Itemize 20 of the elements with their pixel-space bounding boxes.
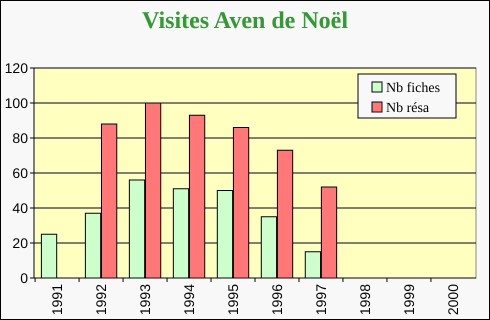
x-tick-label: 1994 [180,284,197,316]
x-tick-label: 1999 [400,284,417,316]
x-tick-label: 1993 [136,284,153,316]
y-tick-label: 100 [4,94,28,111]
y-tick-label: 80 [12,130,28,146]
x-tick-label: 1995 [224,284,241,316]
legend-label: Nb fiches [386,80,440,96]
y-tick-label: 20 [12,234,28,251]
x-tick-label: 2000 [444,284,461,316]
x-tick-label: 1996 [268,284,285,316]
x-tick-label: 1991 [48,284,65,316]
x-tick-label: 1997 [312,284,329,316]
x-tick-label: 1992 [92,284,109,316]
y-tick-label: 0 [20,270,28,286]
legend-label: Nb résa [386,100,430,116]
y-tick-label: 120 [4,60,28,76]
chart-title: Visites Aven de Noël [142,8,348,34]
x-tick-label: 1998 [356,284,373,316]
y-tick-label: 60 [12,164,28,181]
y-tick-label: 40 [12,200,28,216]
